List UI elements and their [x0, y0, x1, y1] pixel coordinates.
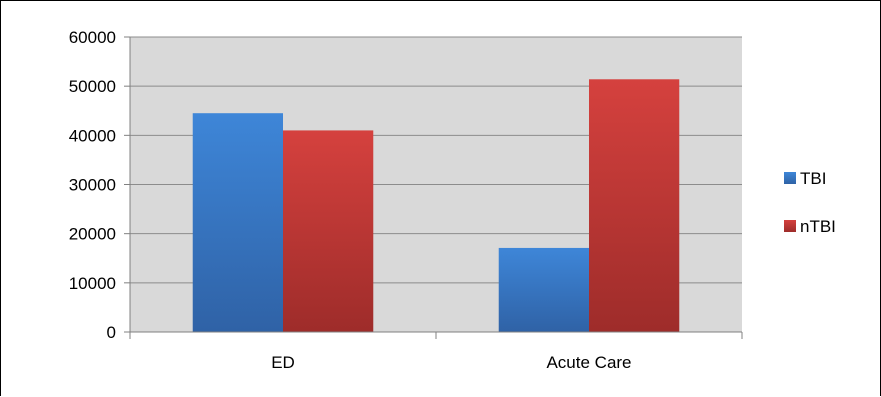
bars — [192, 79, 680, 333]
y-tick-label: 10000 — [69, 274, 116, 293]
y-tick-label: 60000 — [69, 28, 116, 47]
bar-tbi-ed — [192, 113, 283, 332]
y-tick-label: 30000 — [69, 176, 116, 195]
x-tick-label: ED — [271, 353, 295, 372]
legend-label-tbi: TBI — [800, 169, 826, 188]
legend-swatch-ntbi — [784, 220, 796, 232]
x-tick-label: Acute Care — [546, 353, 631, 372]
y-tick-label: 0 — [107, 323, 116, 342]
legend-swatch-tbi — [784, 172, 796, 184]
x-axis-ticks: ED Acute Care — [129, 332, 743, 372]
legend: TBI nTBI — [784, 169, 836, 236]
y-tick-label: 50000 — [69, 77, 116, 96]
legend-label-ntbi: nTBI — [800, 217, 836, 236]
y-axis-ticks: 0 10000 20000 30000 40000 50000 60000 — [69, 28, 130, 342]
y-tick-label: 20000 — [69, 225, 116, 244]
bar-ntbi-ed — [283, 130, 374, 332]
bar-tbi-acute-care — [498, 247, 589, 332]
bar-ntbi-acute-care — [589, 79, 680, 333]
y-tick-label: 40000 — [69, 126, 116, 145]
